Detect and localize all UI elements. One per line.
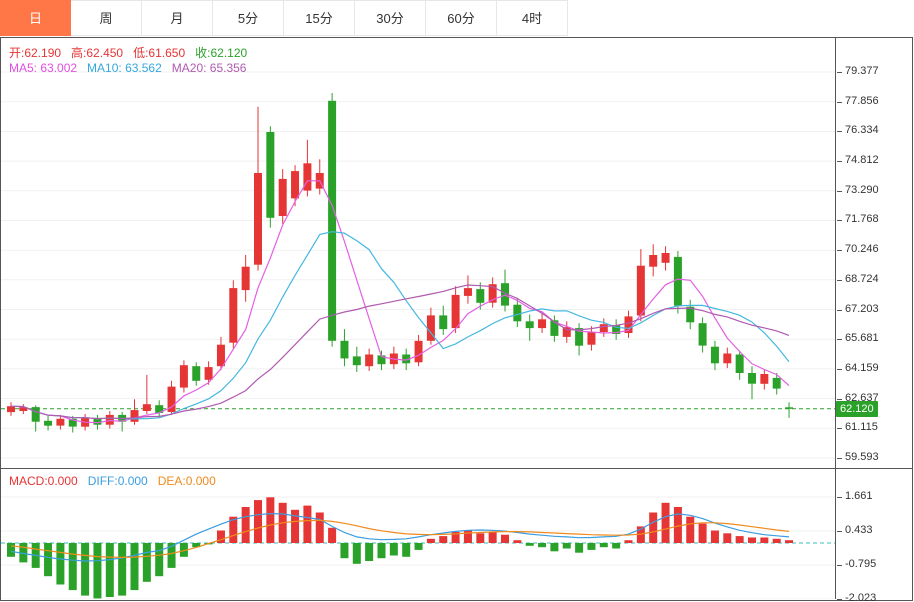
y-axis-label: 62.637: [837, 392, 879, 404]
y-axis-label: 77.856: [837, 95, 879, 107]
y-axis-label: 65.681: [837, 332, 879, 344]
y-axis-label: 73.290: [837, 184, 879, 196]
tab-month[interactable]: 月: [142, 0, 213, 36]
macd-axis-label: 1.661: [837, 490, 873, 502]
panel-divider: [1, 468, 912, 469]
macd-chart-canvas[interactable]: [1, 469, 835, 599]
macd-dea: DEA:0.000: [157, 474, 216, 488]
y-axis-label: 74.812: [837, 154, 879, 166]
tab-15min[interactable]: 15分: [284, 0, 355, 36]
y-axis-label: 68.724: [837, 273, 879, 285]
ohlc-high: 高:62.450: [71, 46, 124, 60]
y-axis-label: 61.115: [837, 421, 878, 433]
y-axis-label: 59.593: [837, 451, 879, 463]
last-price-tag: 62.120: [836, 400, 878, 417]
y-axis-label: 70.246: [837, 243, 879, 255]
ohlc-readout: 开:62.190 高:62.450 低:61.650 收:62.120: [9, 44, 257, 61]
tab-day[interactable]: 日: [0, 0, 71, 36]
tab-4hour[interactable]: 4时: [497, 0, 568, 36]
macd-axis-label: -0.795: [837, 558, 876, 570]
macd-diff: DIFF:0.000: [87, 474, 148, 488]
ohlc-open: 开:62.190: [9, 46, 62, 60]
y-axis-label: 79.377: [837, 65, 879, 77]
tab-30min[interactable]: 30分: [355, 0, 426, 36]
price-axis: 62.120 79.377 77.856 76.334 74.812 73.290 71.…: [835, 38, 912, 602]
ohlc-close: 收:62.120: [195, 46, 248, 60]
ma-ma10: MA10: 63.562: [87, 61, 162, 75]
ma-readout: MA5: 63.002 MA10: 63.562 MA20: 65.356: [9, 61, 256, 75]
tab-5min[interactable]: 5分: [213, 0, 284, 36]
y-axis-label: 76.334: [837, 124, 879, 136]
main-chart-canvas[interactable]: [1, 38, 835, 468]
chart-box: 开:62.190 高:62.450 低:61.650 收:62.120 MA5: 63…: [0, 37, 913, 602]
y-axis-label: 71.768: [837, 213, 879, 225]
y-axis-label: 64.159: [837, 362, 879, 374]
ma-ma5: MA5: 63.002: [9, 61, 78, 75]
macd-readout: MACD:0.000 DIFF:0.000 DEA:0.000: [9, 474, 226, 488]
ohlc-low: 低:61.650: [133, 46, 186, 60]
tab-60min[interactable]: 60分: [426, 0, 497, 36]
tab-week[interactable]: 周: [71, 0, 142, 36]
macd-axis-label: 0.433: [837, 524, 873, 536]
y-axis-label: 67.203: [837, 303, 879, 315]
ma-ma20: MA20: 65.356: [171, 61, 247, 75]
macd-axis-label: -2.023: [837, 592, 876, 602]
period-tabbar: 日周月 5分 15分 30分 60分 4时: [0, 0, 568, 37]
macd-macd: MACD:0.000: [9, 474, 78, 488]
